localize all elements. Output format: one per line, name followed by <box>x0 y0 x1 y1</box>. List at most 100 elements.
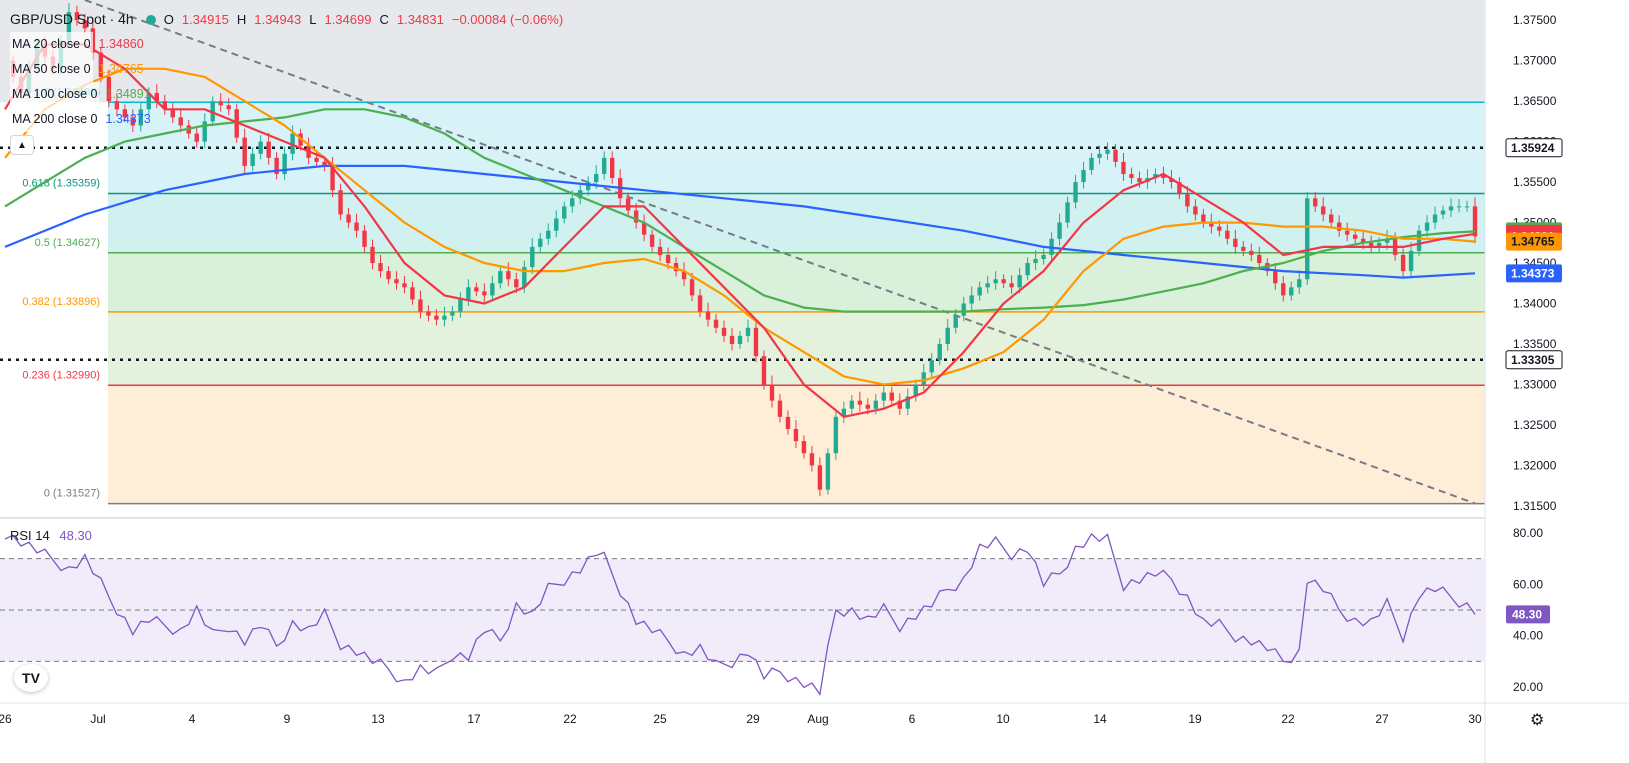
candle-body <box>961 303 966 316</box>
price-tag-label: 1.35924 <box>1511 141 1555 155</box>
fib-label-0.236: 0.236 (1.32990) <box>22 369 100 381</box>
candle-body <box>593 174 599 183</box>
high-label: H <box>236 12 247 27</box>
candle-body <box>969 295 974 304</box>
candle-body <box>1289 287 1294 296</box>
candle-body <box>841 408 847 417</box>
candle-body <box>1336 222 1342 231</box>
candle-body <box>1368 242 1374 247</box>
gear-icon[interactable]: ⚙ <box>1530 712 1545 729</box>
price-tag-label: 1.34765 <box>1511 235 1555 249</box>
price-tick-label: 1.32000 <box>1513 458 1557 472</box>
candle-body <box>106 76 112 102</box>
time-tick-label: 19 <box>1188 712 1202 726</box>
candle-body <box>1376 242 1382 247</box>
ma20-legend[interactable]: MA 20 close 0 1.34860 <box>10 32 565 57</box>
candle-body <box>498 271 503 284</box>
collapse-legend-button[interactable]: ▲ <box>10 135 34 155</box>
price-tag-label: 1.33305 <box>1511 353 1555 367</box>
candle-body <box>817 465 823 490</box>
fib-zone-above <box>0 0 1485 103</box>
candle-body <box>114 101 120 110</box>
candle-body <box>1121 161 1126 175</box>
price-tick-label: 1.33500 <box>1513 337 1557 351</box>
candle-body <box>809 453 815 466</box>
candle-body <box>330 165 335 191</box>
time-tick-label: 25 <box>653 712 667 726</box>
rsi-value: 48.30 <box>59 528 92 543</box>
candle-body <box>1185 194 1190 207</box>
time-axis[interactable]: 26 Jul 4 9 13 17 22 25 29 Aug 6 10 14 19 22 27 30 <box>0 702 1629 726</box>
price-tick-label: 1.36500 <box>1513 94 1557 108</box>
candle-body <box>1416 230 1422 251</box>
candle-body <box>202 121 207 142</box>
price-tick-label: 1.35500 <box>1513 175 1557 189</box>
time-tick-label: Aug <box>807 712 828 726</box>
candle-body <box>1297 279 1302 288</box>
ma200-legend[interactable]: MA 200 close 0 1.34373 <box>10 107 565 132</box>
candle-body <box>1257 254 1262 264</box>
open-value: 1.34915 <box>181 12 229 27</box>
fib-label-0: 0 (1.31527) <box>44 488 100 500</box>
tradingview-logo-icon[interactable]: TV <box>14 664 48 692</box>
ma100-legend[interactable]: MA 100 close 0 1.34891 <box>10 82 565 107</box>
ma50-legend[interactable]: MA 50 close 0 1.34765 <box>10 57 565 82</box>
candle-body <box>522 267 527 288</box>
price-axis-background <box>1485 0 1629 763</box>
time-tick-label: 10 <box>996 712 1010 726</box>
candle-body <box>1017 275 1022 288</box>
market-status-icon <box>145 14 156 25</box>
candle-body <box>1193 206 1198 215</box>
candle-body <box>721 327 727 336</box>
candle-body <box>170 109 175 118</box>
candle-body <box>322 161 327 166</box>
time-tick-label: 6 <box>909 712 916 726</box>
ma50-value: 1.34765 <box>98 62 144 76</box>
rsi-tick-label: 60.00 <box>1513 577 1543 591</box>
candle-body <box>1440 210 1446 215</box>
ma20-value: 1.34860 <box>98 37 144 51</box>
candle-body <box>1456 206 1462 208</box>
candle-body <box>1448 206 1454 211</box>
open-label: O <box>163 12 174 27</box>
candle-body <box>154 93 159 102</box>
candle-body <box>1097 153 1102 158</box>
ma200-value: 1.34373 <box>105 112 151 126</box>
symbol-title[interactable]: GBP/USD Spot · 4h <box>10 11 134 27</box>
candle-body <box>514 279 519 288</box>
candle-body <box>1009 283 1014 288</box>
trendline <box>84 0 1476 505</box>
candle-body <box>1057 222 1062 239</box>
candle-body <box>1328 214 1334 223</box>
time-tick-label: 4 <box>189 712 196 726</box>
candle-body <box>546 230 551 239</box>
candle-body <box>338 190 343 215</box>
ma50-line <box>4 67 1476 386</box>
close-label: C <box>379 12 389 27</box>
candle-body <box>274 157 279 175</box>
candle-body <box>873 400 879 409</box>
fib-label-0.382: 0.382 (1.33896) <box>22 296 100 308</box>
candle-body <box>1472 206 1478 237</box>
candle-body <box>1273 271 1278 284</box>
trendline-descending <box>84 0 1476 505</box>
candle-body <box>761 356 767 385</box>
candle-body <box>673 263 679 272</box>
ma100-line <box>4 108 1476 313</box>
candle-body <box>1352 234 1358 239</box>
candle-body <box>913 384 918 397</box>
close-value: 1.34831 <box>396 12 444 27</box>
time-tick-label: 22 <box>1281 712 1295 726</box>
rsi-legend[interactable]: RSI 14 48.30 <box>10 528 92 543</box>
ma200-label: MA 200 close 0 <box>10 107 100 132</box>
candle-body <box>402 283 407 288</box>
candle-body <box>570 198 575 207</box>
rsi-line <box>4 532 1476 696</box>
candle-body <box>130 117 136 126</box>
candle-body <box>625 198 631 211</box>
candle-body <box>1129 174 1134 179</box>
candle-body <box>1065 202 1070 223</box>
candle-body <box>1344 230 1350 235</box>
